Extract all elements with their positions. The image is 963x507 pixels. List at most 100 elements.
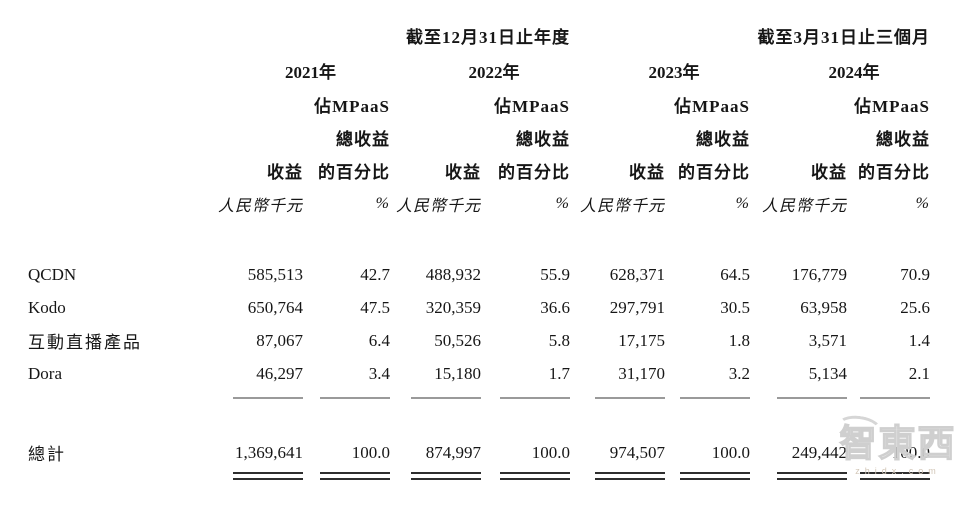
total-label: 總計 (28, 445, 66, 464)
value-cell: 2.1 (908, 363, 930, 383)
revenue-unit: 人民幣千元 (579, 197, 665, 215)
value-cell: 64.5 (720, 264, 750, 284)
value-cell: 585,513 (247, 264, 303, 284)
subheader-row-labels: 收益 的百分比 收益 的百分比 收益 的百分比 收益 的百分比 (28, 154, 930, 187)
revenue-header: 收益 (267, 163, 303, 182)
pct-unit: % (735, 194, 750, 212)
pct-header-line3: 的百分比 (678, 163, 750, 182)
row-label: 互動直播產品 (28, 333, 142, 352)
revenue-unit: 人民幣千元 (217, 197, 303, 215)
pct-header-line1: 佔MPaaS (314, 97, 390, 116)
period-header-annual: 截至12月31日止年度 (406, 27, 570, 47)
double-rule (500, 472, 570, 480)
year-header-2021: 2021年 (285, 62, 336, 82)
value-cell: 46,297 (256, 363, 303, 383)
value-cell: 17,175 (618, 330, 665, 350)
subheader-row-pct1: 佔MPaaS 佔MPaaS 佔MPaaS 佔MPaaS (28, 88, 930, 121)
revenue-header: 收益 (811, 163, 847, 182)
mpaas-revenue-table: 截至12月31日止年度 截至3月31日止三個月 2021年 2022年 2023… (28, 18, 930, 481)
value-cell: 25.6 (900, 297, 930, 317)
value-cell: 650,764 (247, 297, 303, 317)
spacer-cell (28, 18, 203, 52)
table-row-kodo: Kodo 650,764 47.5 320,359 36.6 297,791 3… (28, 291, 930, 324)
period-header-row: 截至12月31日止年度 截至3月31日止三個月 (28, 18, 930, 52)
pct-header-line2: 總收益 (336, 130, 390, 149)
revenue-unit: 人民幣千元 (395, 197, 481, 215)
table-row-total: 總計 1,369,641 100.0 874,997 100.0 974,507… (28, 436, 930, 469)
year-header-row: 2021年 2022年 2023年 2024年 (28, 52, 930, 88)
year-header-2024: 2024年 (828, 62, 880, 82)
value-cell: 5,134 (808, 363, 847, 383)
table-row-interactive-live: 互動直播產品 87,067 6.4 50,526 5.8 17,175 1.8 … (28, 324, 930, 357)
pct-header-line1: 佔MPaaS (494, 97, 570, 116)
value-cell: 1.4 (908, 330, 930, 350)
single-rule (595, 397, 665, 399)
single-rule (500, 397, 570, 399)
double-rule (411, 472, 481, 480)
total-value-cell: 974,507 (609, 442, 665, 462)
row-label: Dora (28, 363, 62, 383)
value-cell: 30.5 (720, 297, 750, 317)
value-cell: 320,359 (425, 297, 481, 317)
value-cell: 176,779 (791, 264, 847, 284)
value-cell: 3.2 (728, 363, 750, 383)
pct-header-line2: 總收益 (876, 130, 930, 149)
value-cell: 1.7 (548, 363, 570, 383)
double-rule (233, 472, 303, 480)
value-cell: 36.6 (540, 297, 570, 317)
value-cell: 70.9 (900, 264, 930, 284)
pct-unit: % (915, 194, 930, 212)
total-value-cell: 100.0 (891, 442, 930, 462)
table-row-dora: Dora 46,297 3.4 15,180 1.7 31,170 3.2 5,… (28, 357, 930, 390)
single-rule (680, 397, 750, 399)
value-cell: 1.8 (728, 330, 750, 350)
value-cell: 47.5 (360, 297, 390, 317)
value-cell: 31,170 (618, 363, 665, 383)
year-header-2023: 2023年 (648, 62, 700, 82)
subheader-row-pct2: 總收益 總收益 總收益 總收益 (28, 121, 930, 154)
double-rule (777, 472, 847, 480)
value-cell: 63,958 (800, 297, 847, 317)
pct-header-line3: 的百分比 (318, 163, 390, 182)
double-rule (860, 472, 930, 480)
value-cell: 628,371 (609, 264, 665, 284)
pct-header-line1: 佔MPaaS (674, 97, 750, 116)
spacer-cell (28, 88, 203, 121)
spacer-cell (28, 121, 203, 154)
total-value-cell: 100.0 (351, 442, 390, 462)
single-rule (411, 397, 481, 399)
total-value-cell: 100.0 (531, 442, 570, 462)
revenue-header: 收益 (629, 163, 665, 182)
pct-header-line2: 總收益 (516, 130, 570, 149)
value-cell: 87,067 (256, 330, 303, 350)
pct-header-line2: 總收益 (696, 130, 750, 149)
row-label: Kodo (28, 297, 66, 317)
value-cell: 488,932 (425, 264, 481, 284)
period-header-quarter: 截至3月31日止三個月 (757, 27, 930, 47)
single-rule (860, 397, 930, 399)
total-value-cell: 874,997 (425, 442, 481, 462)
revenue-header: 收益 (445, 163, 481, 182)
value-cell: 42.7 (360, 264, 390, 284)
spacer-cell (28, 187, 203, 220)
value-cell: 5.8 (548, 330, 570, 350)
value-cell: 6.4 (368, 330, 390, 350)
pct-unit: % (555, 194, 570, 212)
revenue-unit: 人民幣千元 (761, 197, 847, 215)
spacer-cell (28, 154, 203, 187)
single-rule (233, 397, 303, 399)
single-rule (320, 397, 390, 399)
single-rule (777, 397, 847, 399)
pct-header-line3: 的百分比 (858, 163, 930, 182)
total-value-cell: 249,442 (791, 442, 847, 462)
unit-row: 人民幣千元 % 人民幣千元 % 人民幣千元 % 人民幣千元 % (28, 187, 930, 220)
double-rule (680, 472, 750, 480)
spacer-cell (28, 52, 203, 88)
table-row-qcdn: QCDN 585,513 42.7 488,932 55.9 628,371 6… (28, 258, 930, 291)
value-cell: 3,571 (808, 330, 847, 350)
year-header-2022: 2022年 (468, 62, 520, 82)
spacer-cell (570, 18, 750, 52)
pct-header-line1: 佔MPaaS (854, 97, 930, 116)
single-rule-row (28, 390, 930, 404)
